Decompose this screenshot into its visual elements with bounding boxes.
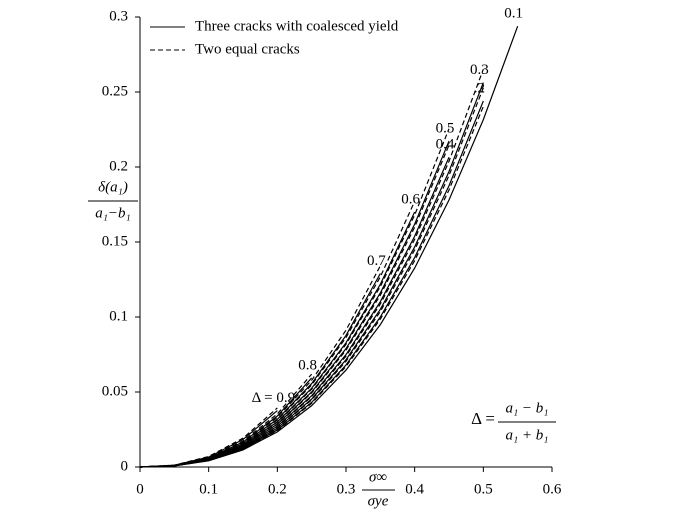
curve (139, 87, 484, 468)
y-tick-label: 0.2 (109, 158, 128, 174)
x-tick-label: 0.5 (474, 481, 493, 497)
y-label-numerator: δ(a₁) (98, 179, 128, 195)
curve (139, 106, 484, 468)
curve-label: 0.7 (367, 253, 386, 269)
curve-label: 0.6 (401, 191, 420, 207)
y-tick-label: 0.1 (109, 308, 128, 324)
curve-label: .2 (474, 80, 485, 96)
curve-label: 0.5 (436, 120, 455, 136)
curve-label: 0.3 (470, 62, 489, 78)
y-tick-label: 0.25 (102, 83, 128, 99)
x-tick-label: 0 (136, 481, 144, 497)
y-tick-label: 0.15 (102, 233, 128, 249)
curve (139, 410, 278, 468)
curve-label: 0.8 (298, 357, 317, 373)
annotation-denominator: a₁ + b₁ (505, 427, 548, 443)
curve (139, 68, 484, 468)
y-tick-label: 0.3 (109, 8, 128, 24)
x-tick-label: 0.6 (543, 481, 562, 497)
y-tick-label: 0 (121, 458, 129, 474)
annotation-numerator: a₁ − b₁ (505, 400, 548, 416)
legend-label: Two equal cracks (195, 41, 300, 57)
curve-label: 0.1 (504, 6, 523, 22)
legend-label: Three cracks with coalesced yield (195, 18, 399, 34)
x-tick-label: 0.1 (199, 481, 218, 497)
x-label-numerator: σ∞ (369, 469, 387, 485)
y-label-denominator: a₁−b₁ (95, 205, 131, 221)
curve-label: 0.4 (436, 137, 455, 153)
curve (139, 407, 278, 468)
annotation-lhs: Δ = (471, 409, 495, 428)
curve (139, 100, 484, 468)
x-tick-label: 0.2 (268, 481, 287, 497)
x-label-denominator: σye (368, 493, 389, 509)
x-tick-label: 0.4 (405, 481, 424, 497)
curve (139, 201, 416, 468)
curve-label: Δ = 0.9 (252, 390, 296, 406)
curve (139, 25, 519, 468)
x-tick-label: 0.3 (337, 481, 356, 497)
curve (139, 82, 484, 468)
y-tick-label: 0.05 (102, 383, 128, 399)
